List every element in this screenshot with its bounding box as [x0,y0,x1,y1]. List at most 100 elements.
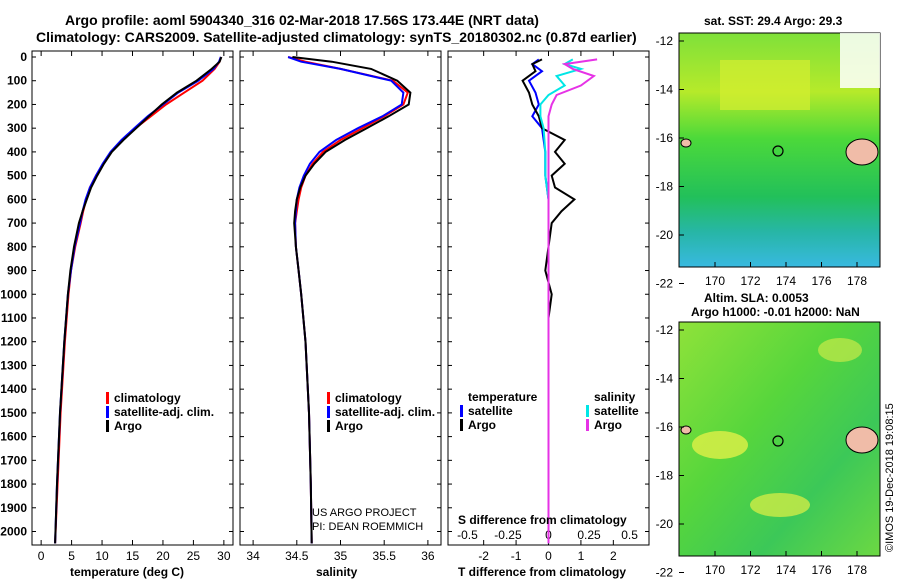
x-tick-label: 2 [610,549,617,563]
sst-map-island [845,138,879,166]
sst-map: sat. SST: 29.4 Argo: 29.3 [678,14,881,268]
depth-tick-label: 300 [7,121,27,135]
map-lon-label: 176 [811,563,831,577]
series-line [539,58,585,544]
x-tick-label: -2 [478,549,489,563]
depth-tick-label: 1700 [0,453,27,467]
legend-satellite-swatch [106,406,109,418]
s-tick-label: -0.5 [457,528,478,542]
sla-map-high-patch [692,431,748,459]
depth-tick-label: 1300 [0,358,27,372]
legend-s-argo-label: Argo [594,418,622,432]
salinity-legend: climatology satellite-adj. clim. Argo [327,391,435,433]
legend-t-argo-label: Argo [468,418,496,432]
map-lat-label: -20 [656,228,674,242]
depth-tick-label: 200 [7,97,27,111]
depth-tick-label: 500 [7,169,27,183]
map-lat-label: -16 [656,131,674,145]
legend-s-argo-swatch [586,419,589,431]
map-lat-label: -16 [656,420,674,434]
map-lat-label: -18 [656,180,674,194]
x-tick-label: 35 [334,549,348,563]
salinity-xlabel: salinity [316,565,358,579]
legend-argo-label: Argo [335,419,363,433]
map-lon-label: 176 [811,274,831,288]
difference-xlabel: T difference from climatology [458,565,626,579]
depth-tick-label: 1400 [0,382,27,396]
sst-map-cloud [840,33,880,88]
legend-s-satellite-swatch [586,405,589,417]
series-line [54,56,222,544]
sla-map-island [845,426,879,454]
depth-tick-label: 1000 [0,287,27,301]
map-lat-label: -20 [656,517,674,531]
map-lon-label: 178 [847,563,867,577]
depth-tick-label: 1100 [1,311,27,325]
legend-t-satellite-swatch [460,405,463,417]
series-line [527,58,550,544]
legend-argo-label: Argo [114,419,142,433]
depth-tick-label: 1800 [0,477,27,491]
depth-tick-label: 900 [7,264,27,278]
map-lat-label: -12 [656,34,674,48]
legend-climatology-swatch [106,392,109,404]
depth-tick-label: 600 [7,192,27,206]
series-line [547,58,598,544]
legend-climatology-label: climatology [335,391,402,405]
depth-tick-label: 2000 [0,525,27,539]
series-line [287,56,409,544]
sst-map-title: sat. SST: 29.4 Argo: 29.3 [704,14,843,28]
difference-legend: temperature satellite Argo salinity sate… [460,390,639,432]
x-tick-label: 1 [578,549,585,563]
depth-tick-label: 1900 [0,501,27,515]
sla-map-high-patch [818,338,862,362]
series-line [292,56,412,544]
legend-satellite-swatch [327,406,330,418]
x-tick-label: -1 [511,549,522,563]
legend-temperature-head: temperature [468,390,538,404]
legend-t-argo-swatch [460,419,463,431]
depth-tick-label: 1600 [0,430,27,444]
map-lat-label: -22 [656,277,674,291]
depth-tick-label: 400 [7,145,27,159]
depth-tick-label: 700 [7,216,27,230]
x-tick-label: 10 [95,549,109,563]
x-tick-label: 35.5 [373,549,397,563]
sla-map-islet [680,425,692,435]
map-lon-label: 174 [776,274,796,288]
credit-pi: PI: DEAN ROEMMICH [312,521,423,533]
sst-map-warm-patch [720,60,810,110]
s-tick-label: -0.25 [494,528,522,542]
depth-tick-label: 800 [7,240,27,254]
x-tick-label: 36 [421,549,435,563]
map-lon-label: 172 [740,563,760,577]
map-lon-label: 170 [705,563,725,577]
sla-map-high-patch [750,493,810,517]
map-lon-label: 174 [776,563,796,577]
x-tick-label: 5 [68,549,75,563]
salinity-panel-frame [239,50,442,546]
x-tick-label: 15 [126,549,140,563]
x-tick-label: 20 [156,549,170,563]
s-tick-label: 0.25 [577,528,601,542]
depth-tick-label: 100 [7,74,27,88]
x-tick-label: 0 [545,549,552,563]
sla-map-title2: Argo h1000: -0.01 h2000: NaN [691,305,860,319]
map-lon-label: 172 [740,274,760,288]
depth-tick-label: 1200 [0,335,27,349]
x-tick-label: 25 [187,549,201,563]
map-lat-label: -14 [656,372,674,386]
x-tick-label: 30 [217,549,231,563]
legend-argo-swatch [327,420,330,432]
series-line [54,56,222,544]
series-line [54,56,223,544]
legend-climatology-swatch [327,392,330,404]
plot-title-line1: Argo profile: aoml 5904340_316 02-Mar-20… [65,12,539,28]
map-lat-label: -14 [656,83,674,97]
map-lon-label: 170 [705,274,725,288]
temperature-xlabel: temperature (deg C) [70,565,184,579]
sst-map-argo-marker [772,145,784,157]
depth-tick-label: 1500 [0,406,27,420]
legend-argo-swatch [106,420,109,432]
